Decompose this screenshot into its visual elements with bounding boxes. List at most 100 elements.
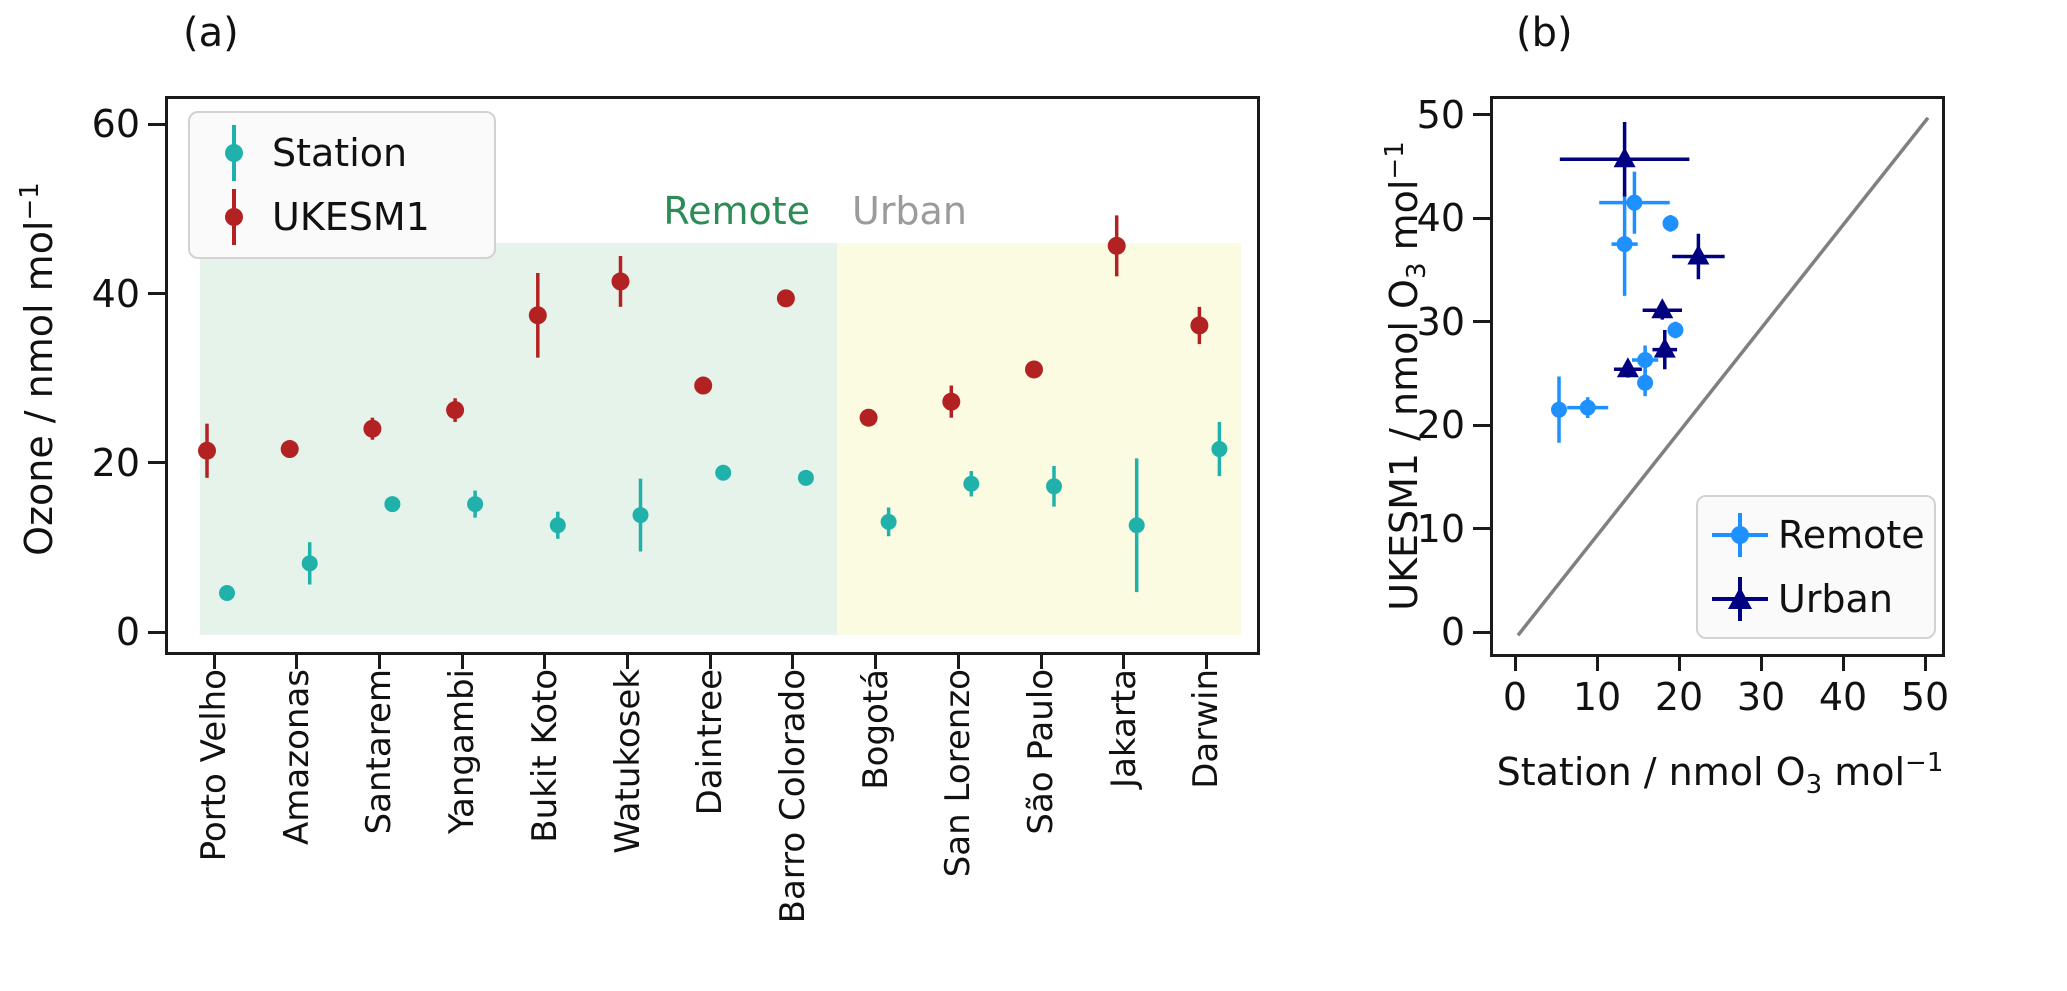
station-tick-label: Yangambi — [442, 669, 483, 835]
panel-b-ytick-label: 20 — [1416, 403, 1465, 448]
legend-label-ukesm1: UKESM1 — [272, 195, 430, 239]
ukesm1-point — [694, 376, 713, 395]
urban-point — [1687, 244, 1710, 265]
panel-b-data-layer — [1516, 116, 1930, 637]
panel-b-legend: Remote Urban — [1696, 495, 1936, 639]
legend-row-remote: Remote — [1702, 503, 1934, 567]
ukesm1-point — [942, 392, 961, 411]
panel-b-ytick — [1473, 216, 1490, 220]
panel-a-xtick — [543, 655, 547, 669]
panel-a-data-layer — [198, 215, 1228, 601]
panel-b-xtick — [1595, 657, 1599, 671]
ukesm1-point — [198, 441, 216, 460]
panel-a-ytick-label: 40 — [91, 271, 140, 316]
panel-b-ytick-label: 30 — [1416, 299, 1465, 344]
panel-b-xtick-label: 40 — [1818, 675, 1868, 719]
panel-b-xtick — [1759, 657, 1763, 671]
remote-point — [1579, 399, 1596, 416]
panel-b-ylabel-sub: 3 — [1402, 262, 1432, 280]
station-point — [1211, 441, 1228, 458]
panel-a-xtick — [212, 655, 216, 669]
panel-b-xlabel-sub: 3 — [1805, 770, 1823, 800]
panel-a-xtick — [874, 655, 878, 669]
remote-region-label: Remote — [663, 189, 810, 233]
panel-a-xtick — [956, 655, 960, 669]
panel-a-ytick-label: 0 — [115, 610, 140, 655]
ukesm1-point — [1025, 360, 1043, 379]
panel-a-xtick — [1039, 655, 1043, 669]
remote-point — [1626, 194, 1643, 211]
ukesm1-point — [363, 419, 382, 438]
panel-a-axes: Remote Urban Station UKESM1 — [165, 96, 1260, 655]
station-point — [467, 496, 484, 513]
urban-legend-marker-icon — [1702, 567, 1778, 631]
panel-b-xtick — [1923, 657, 1927, 671]
urban-point — [1651, 298, 1674, 319]
station-point — [1128, 517, 1145, 534]
remote-point — [1637, 374, 1654, 391]
station-point — [963, 475, 980, 492]
ukesm1-point — [1107, 236, 1126, 255]
station-tick-label: Daintree — [690, 669, 731, 816]
station-point — [1046, 478, 1062, 495]
panel-b-xtick-label: 0 — [1502, 675, 1528, 719]
panel-a-legend: Station UKESM1 — [188, 111, 496, 259]
station-tick-label: Watukosek — [607, 669, 648, 854]
panel-a-ytick — [148, 122, 165, 126]
panel-a-xtick — [626, 655, 629, 669]
station-tick-label: Santarem — [359, 669, 400, 835]
panel-a-ylabel: Ozone / nmol mol−1 — [15, 69, 61, 669]
ukesm1-point — [859, 408, 878, 427]
station-point — [219, 584, 235, 601]
remote-point — [1667, 321, 1684, 338]
urban-shaded-region — [837, 243, 1241, 636]
remote-legend-marker-icon — [1702, 503, 1778, 567]
panel-a-ytick — [148, 630, 165, 634]
legend-label-station: Station — [272, 131, 408, 175]
station-point — [549, 517, 566, 534]
station-tick-label: Porto Velho — [194, 669, 234, 862]
panel-b-axes: Remote Urban — [1490, 96, 1945, 657]
station-point — [632, 507, 649, 524]
station-tick-label: Bogotá — [855, 669, 896, 790]
station-point — [880, 513, 897, 530]
panel-b-ytick — [1473, 320, 1490, 324]
legend-label-remote: Remote — [1778, 513, 1925, 557]
station-point — [797, 469, 814, 486]
panel-a-ylabel-sup: −1 — [15, 182, 45, 221]
remote-point — [1616, 236, 1633, 253]
panel-b-title: (b) — [1516, 10, 1573, 56]
ukesm1-point — [776, 289, 795, 308]
panel-b-ytick-label: 0 — [1440, 610, 1465, 655]
station-legend-marker-icon — [196, 121, 272, 185]
panel-a-xtick — [1204, 655, 1208, 669]
legend-label-urban: Urban — [1778, 577, 1893, 621]
remote-point — [1637, 351, 1654, 368]
panel-b-ytick — [1473, 630, 1490, 634]
panel-a-ytick-label: 20 — [91, 440, 140, 485]
panel-a-xtick — [377, 655, 381, 669]
panel-a-title: (a) — [183, 10, 239, 56]
legend-row-ukesm1: UKESM1 — [196, 185, 494, 249]
urban-point — [1613, 147, 1636, 168]
panel-b-ytick — [1473, 113, 1490, 117]
panel-b-xtick-label: 20 — [1654, 675, 1704, 719]
urban-point — [1653, 337, 1676, 358]
station-tick-label: Bukit Koto — [524, 669, 565, 843]
panel-b-xtick — [1677, 657, 1681, 671]
ukesm1-point — [1190, 316, 1209, 335]
ukesm1-point — [446, 401, 465, 420]
station-point — [301, 555, 318, 572]
station-tick-label: São Paulo — [1021, 669, 1061, 835]
panel-b-xtick-label: 30 — [1736, 675, 1786, 719]
remote-point — [1551, 401, 1567, 418]
panel-a-ytick — [148, 292, 165, 296]
panel-b-xlabel-mid: mol — [1822, 750, 1906, 794]
panel-b-ytick — [1473, 423, 1490, 427]
panel-b-ytick-label: 50 — [1416, 92, 1465, 137]
ukesm1-legend-marker-icon — [196, 185, 272, 249]
panel-b-xtick-label: 50 — [1900, 675, 1950, 719]
station-point — [715, 464, 732, 481]
panel-b-xtick-label: 10 — [1572, 675, 1622, 719]
